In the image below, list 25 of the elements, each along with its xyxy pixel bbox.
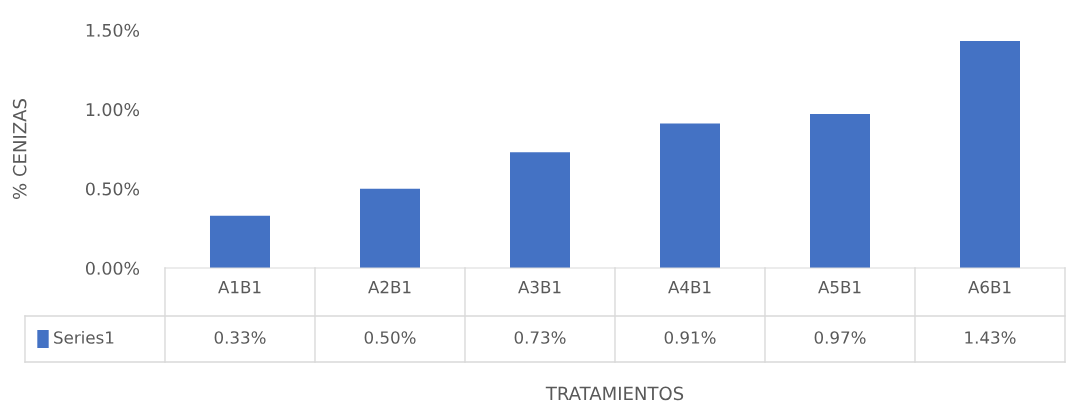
data-label: 1.43% xyxy=(965,331,1016,344)
y-axis-title: % CENIZAS xyxy=(12,99,27,199)
x-tick-label: A5B1 xyxy=(818,281,861,294)
y-tick-label: 1.50% xyxy=(86,23,140,37)
x-tick-label: A2B1 xyxy=(368,280,411,294)
data-label: 0.33% xyxy=(214,331,266,344)
text: TRATAMIENTOS xyxy=(545,386,684,401)
x-tick-label: A3B1 xyxy=(518,280,561,294)
bar xyxy=(960,41,1020,268)
bar xyxy=(510,152,570,268)
y-tick-label: 0.00% xyxy=(85,261,140,275)
x-tick-label: A4B1 xyxy=(668,281,711,294)
x-tick-label: A6B1 xyxy=(968,280,1011,294)
legend-label: Series1 xyxy=(54,330,114,344)
y-tick-label: 1.00% xyxy=(86,103,140,117)
bar xyxy=(210,215,270,268)
x-tick-label: A1B1 xyxy=(218,281,261,294)
bar xyxy=(360,188,420,268)
bar xyxy=(660,123,720,268)
data-label: 0.50% xyxy=(364,331,416,344)
data-label: 0.73% xyxy=(514,331,566,344)
data-label: 0.91% xyxy=(664,331,716,344)
data-label: 0.97% xyxy=(814,331,866,344)
y-tick-label: 0.50% xyxy=(85,182,140,196)
bar xyxy=(810,114,870,268)
